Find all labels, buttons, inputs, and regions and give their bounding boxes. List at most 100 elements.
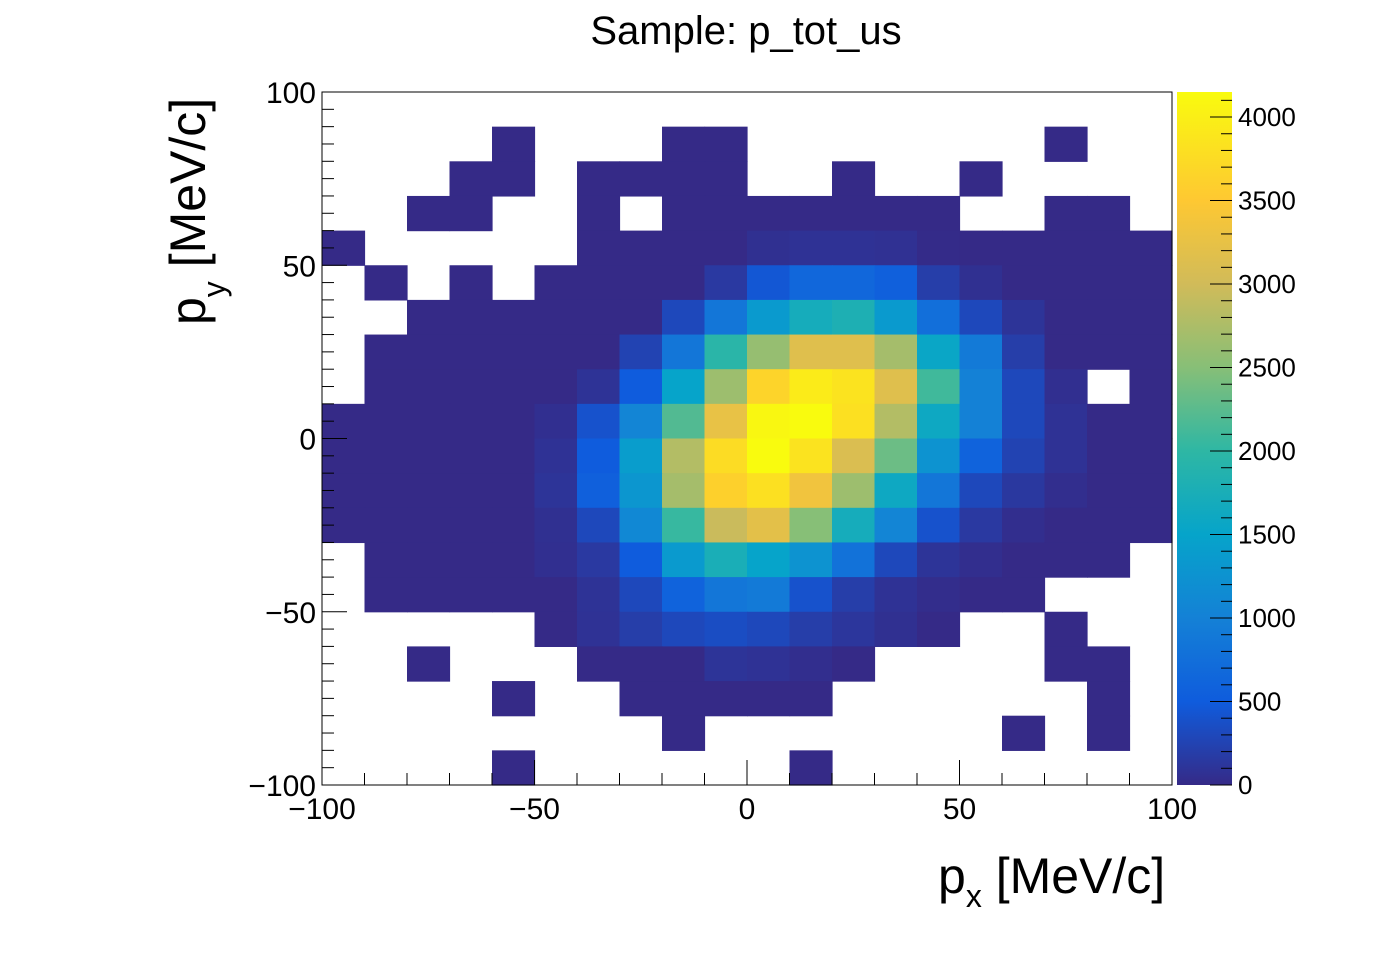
heatmap-cell	[662, 715, 706, 751]
heatmap-cell	[704, 438, 748, 474]
x-tick-label: 0	[739, 793, 756, 826]
heatmap-cell	[704, 507, 748, 544]
heatmap-cell	[1087, 403, 1131, 440]
heatmap-cells	[322, 126, 1173, 786]
heatmap-cell	[619, 369, 663, 405]
heatmap-cell	[662, 126, 706, 162]
heatmap-cell	[874, 438, 918, 474]
heatmap-cell	[874, 507, 918, 544]
heatmap-cell	[789, 403, 833, 440]
heatmap-cell	[577, 507, 621, 544]
heatmap-cell	[1087, 646, 1131, 682]
heatmap-cell	[832, 265, 876, 301]
heatmap-cell	[1129, 438, 1173, 474]
heatmap-cell	[959, 577, 1003, 613]
heatmap-cell	[492, 542, 536, 578]
heatmap-cell	[959, 299, 1003, 336]
heatmap-cell	[492, 577, 536, 613]
heatmap-cell	[407, 195, 451, 232]
heatmap-cell	[577, 161, 621, 197]
heatmap-cell	[449, 195, 493, 232]
heatmap-cell	[492, 299, 536, 336]
x-axis-title-main: p	[938, 848, 966, 904]
heatmap-cell	[959, 507, 1003, 544]
heatmap-cell	[1044, 299, 1088, 336]
heatmap-cell	[832, 403, 876, 440]
y-tick-label: 0	[299, 424, 316, 457]
heatmap-cell	[959, 473, 1003, 509]
heatmap-cell	[364, 507, 408, 544]
heatmap-cell	[577, 195, 621, 232]
y-axis-ticks	[322, 91, 347, 786]
heatmap-cell	[747, 299, 791, 336]
heatmap-cell	[364, 369, 408, 405]
heatmap-cell	[1002, 299, 1046, 336]
heatmap-cell	[832, 195, 876, 232]
heatmap-cell	[704, 369, 748, 405]
heatmap-cell	[704, 542, 748, 578]
chart-title: Sample: p_tot_us	[590, 9, 901, 53]
heatmap-cell	[662, 161, 706, 197]
heatmap-cell	[1129, 507, 1173, 544]
heatmap-cell	[1002, 542, 1046, 578]
heatmap-cell	[874, 369, 918, 405]
heatmap-cell	[917, 369, 961, 405]
heatmap-cell	[407, 299, 451, 336]
heatmap-cell	[577, 611, 621, 647]
heatmap-cell	[789, 334, 833, 370]
heatmap-cell	[619, 265, 663, 301]
heatmap-cell	[959, 438, 1003, 474]
heatmap-cell	[874, 195, 918, 232]
heatmap-cell	[789, 646, 833, 682]
heatmap-cell	[577, 265, 621, 301]
heatmap-cell	[534, 542, 578, 578]
heatmap-cell	[1044, 473, 1088, 509]
heatmap-cell	[449, 265, 493, 301]
heatmap-cell	[534, 611, 578, 647]
heatmap-cell	[1002, 230, 1046, 266]
heatmap-cell	[449, 507, 493, 544]
heatmap-cell	[874, 611, 918, 647]
heatmap-cell	[1002, 577, 1046, 613]
heatmap-cell	[577, 299, 621, 336]
heatmap-cell	[704, 299, 748, 336]
heatmap-cell	[492, 403, 536, 440]
heatmap-cell	[1087, 334, 1131, 370]
heatmap-cell	[492, 473, 536, 509]
colorbar-tick-label: 4000	[1238, 102, 1296, 132]
heatmap-cell	[959, 161, 1003, 197]
heatmap-cell	[704, 126, 748, 162]
heatmap-cell	[704, 230, 748, 266]
heatmap-cell	[407, 542, 451, 578]
heatmap-cell	[1002, 334, 1046, 370]
heatmap-cell	[407, 334, 451, 370]
heatmap-cell	[534, 265, 578, 301]
y-axis-title-unit: [MeV/c]	[160, 98, 216, 281]
heatmap-cell	[1129, 369, 1173, 405]
y-tick-label: −50	[265, 597, 316, 630]
heatmap-cell	[832, 230, 876, 266]
heatmap-cell	[874, 542, 918, 578]
heatmap-cell	[832, 473, 876, 509]
heatmap-cell	[364, 334, 408, 370]
heatmap-cell	[492, 161, 536, 197]
heatmap-cell	[619, 334, 663, 370]
heatmap-cell	[534, 403, 578, 440]
heatmap-cell	[832, 507, 876, 544]
heatmap-cell	[1044, 230, 1088, 266]
heatmap-cell	[619, 438, 663, 474]
heatmap-cell	[1044, 369, 1088, 405]
heatmap-cell	[1044, 438, 1088, 474]
heatmap-cell	[364, 403, 408, 440]
heatmap-cell	[959, 265, 1003, 301]
heatmap-cell	[747, 646, 791, 682]
heatmap-cell	[1002, 265, 1046, 301]
heatmap-cell	[704, 681, 748, 717]
heatmap-cell	[874, 334, 918, 370]
heatmap-cell	[619, 681, 663, 717]
heatmap-cell	[662, 438, 706, 474]
heatmap-cell	[619, 473, 663, 509]
heatmap-cell	[1002, 715, 1046, 751]
heatmap-cell	[704, 195, 748, 232]
heatmap-cell	[789, 265, 833, 301]
